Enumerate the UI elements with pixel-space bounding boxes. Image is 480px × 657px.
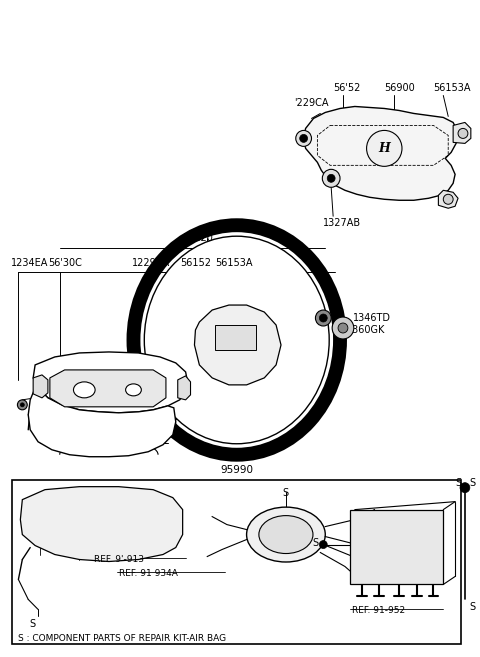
- Ellipse shape: [73, 382, 95, 398]
- Polygon shape: [33, 375, 48, 398]
- Text: 1229CA: 1229CA: [132, 258, 169, 268]
- Text: 56153A: 56153A: [215, 258, 252, 268]
- Text: 1360GK: 1360GK: [347, 325, 385, 335]
- Circle shape: [458, 128, 468, 139]
- Circle shape: [323, 170, 340, 187]
- Circle shape: [338, 323, 348, 333]
- Polygon shape: [194, 305, 281, 385]
- Text: S: S: [312, 537, 319, 547]
- Circle shape: [17, 400, 27, 410]
- Polygon shape: [453, 122, 471, 143]
- Polygon shape: [33, 352, 188, 413]
- Polygon shape: [50, 370, 166, 407]
- Ellipse shape: [133, 225, 340, 455]
- Ellipse shape: [247, 507, 325, 562]
- Text: '229CA: '229CA: [294, 99, 328, 108]
- Polygon shape: [215, 325, 256, 350]
- Text: 1234EA: 1234EA: [11, 258, 48, 268]
- Text: 95990: 95990: [220, 464, 253, 475]
- Bar: [12, 480, 461, 645]
- Text: H: H: [378, 142, 390, 155]
- Circle shape: [296, 131, 312, 147]
- Text: REF. 91 934A: REF. 91 934A: [119, 570, 178, 579]
- Circle shape: [367, 131, 402, 166]
- Text: 1346TD: 1346TD: [353, 313, 391, 323]
- Text: 56152: 56152: [180, 258, 211, 268]
- Text: S: S: [470, 478, 476, 487]
- Circle shape: [315, 310, 331, 326]
- Circle shape: [20, 403, 24, 407]
- Circle shape: [444, 194, 453, 204]
- Text: S: S: [29, 620, 35, 629]
- Polygon shape: [20, 487, 183, 562]
- Text: 1327AB: 1327AB: [324, 218, 361, 228]
- Text: 56'52: 56'52: [333, 83, 360, 93]
- Circle shape: [476, 483, 480, 493]
- Text: 56'30C: 56'30C: [48, 258, 82, 268]
- Circle shape: [300, 135, 308, 143]
- Circle shape: [332, 317, 354, 339]
- Text: REF. 91-952: REF. 91-952: [352, 606, 405, 616]
- Text: 56153A: 56153A: [433, 83, 471, 93]
- Ellipse shape: [126, 384, 141, 396]
- Ellipse shape: [144, 237, 329, 443]
- Text: REF. 9'-913: REF. 9'-913: [94, 555, 144, 564]
- Circle shape: [319, 314, 327, 322]
- Polygon shape: [438, 191, 458, 208]
- Ellipse shape: [259, 516, 313, 554]
- Polygon shape: [304, 106, 458, 200]
- Circle shape: [327, 174, 335, 182]
- Circle shape: [319, 541, 327, 549]
- Text: S: S: [455, 478, 461, 487]
- Bar: [350, 510, 444, 585]
- Text: 56900: 56900: [384, 83, 415, 93]
- Polygon shape: [178, 376, 191, 400]
- Text: S : COMPONENT PARTS OF REPAIR KIT-AIR BAG: S : COMPONENT PARTS OF REPAIR KIT-AIR BA…: [18, 635, 227, 643]
- Polygon shape: [28, 388, 176, 457]
- Text: 56120: 56120: [183, 233, 214, 243]
- Text: S: S: [470, 602, 476, 612]
- Text: S: S: [283, 487, 289, 497]
- Circle shape: [460, 483, 470, 493]
